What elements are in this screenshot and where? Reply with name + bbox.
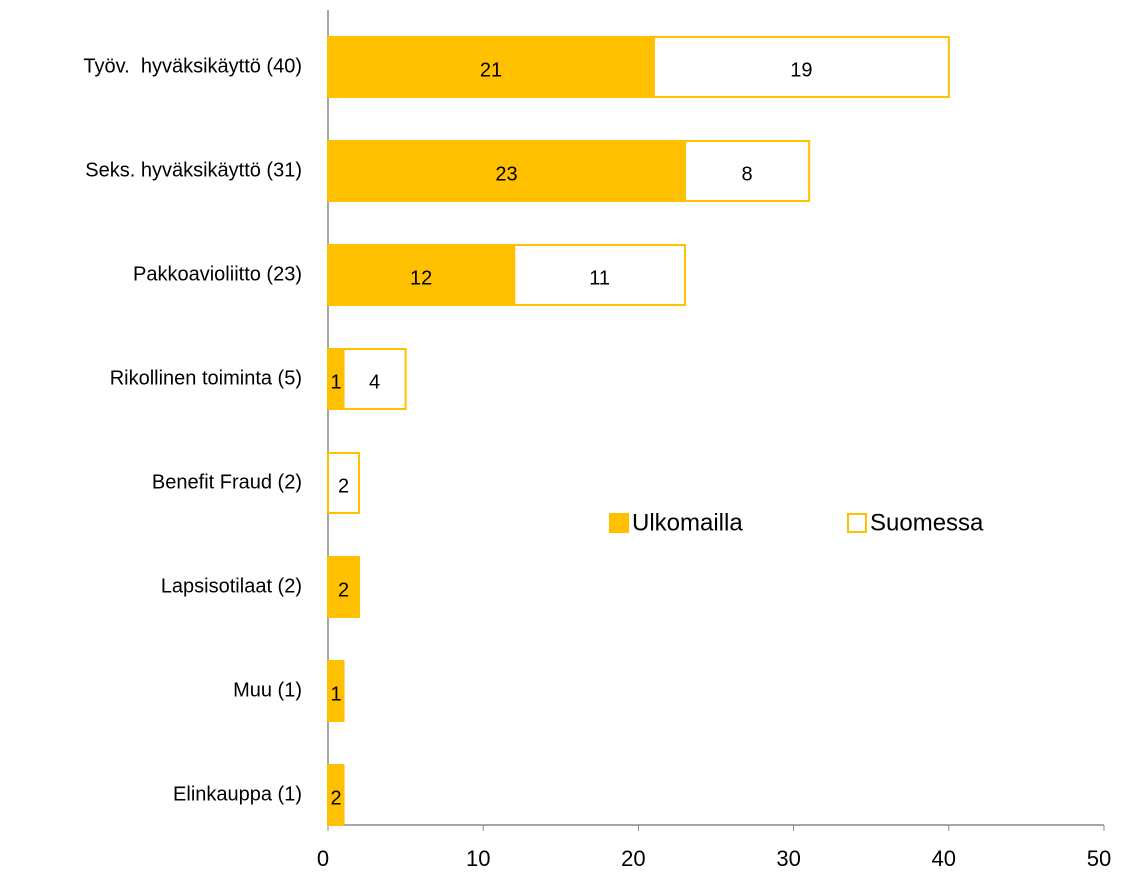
category-label: Seks. hyväksikäyttö (31)	[85, 159, 302, 181]
category-label: Lapsisotilaat (2)	[161, 575, 302, 597]
x-tick-label: 30	[776, 846, 800, 871]
bar-segment	[342, 348, 407, 410]
category-label: Benefit Fraud (2)	[152, 471, 302, 493]
category-label: Muu (1)	[233, 679, 302, 701]
data-label: 2	[338, 475, 349, 497]
legend-label: Ulkomailla	[632, 509, 743, 536]
data-label: 2	[330, 787, 341, 809]
bar-segment	[327, 36, 655, 98]
data-label: 1	[330, 683, 341, 705]
data-label: 11	[589, 267, 610, 289]
data-label: 1	[330, 371, 341, 393]
data-label: 2	[338, 579, 349, 601]
legend-swatch	[847, 513, 867, 533]
data-label: 12	[410, 267, 432, 289]
x-tick-label: 10	[466, 846, 490, 871]
category-label: Rikollinen toiminta (5)	[110, 367, 302, 389]
bar-segment	[327, 764, 345, 826]
data-label: 23	[495, 163, 517, 185]
legend-swatch	[609, 513, 629, 533]
bar-segment	[327, 452, 361, 514]
bar-segment	[652, 36, 950, 98]
bar-segment	[327, 660, 345, 722]
legend-label: Suomessa	[870, 509, 984, 536]
category-label: Pakkoavioliitto (23)	[133, 263, 302, 285]
x-tick-label: 0	[317, 846, 329, 871]
x-tick-label: 20	[621, 846, 645, 871]
data-label: 19	[790, 59, 812, 81]
category-label: Työv. hyväksikäyttö (40)	[83, 55, 302, 77]
x-tick-label: 40	[932, 846, 956, 871]
data-label: 4	[369, 371, 380, 393]
bar-segment	[513, 244, 686, 306]
data-label: 21	[480, 59, 502, 81]
bar-segment	[327, 556, 361, 618]
category-label: Elinkauppa (1)	[173, 783, 302, 805]
bar-segment	[683, 140, 811, 202]
data-label: 8	[741, 163, 752, 185]
x-tick-label: 50	[1087, 846, 1111, 871]
